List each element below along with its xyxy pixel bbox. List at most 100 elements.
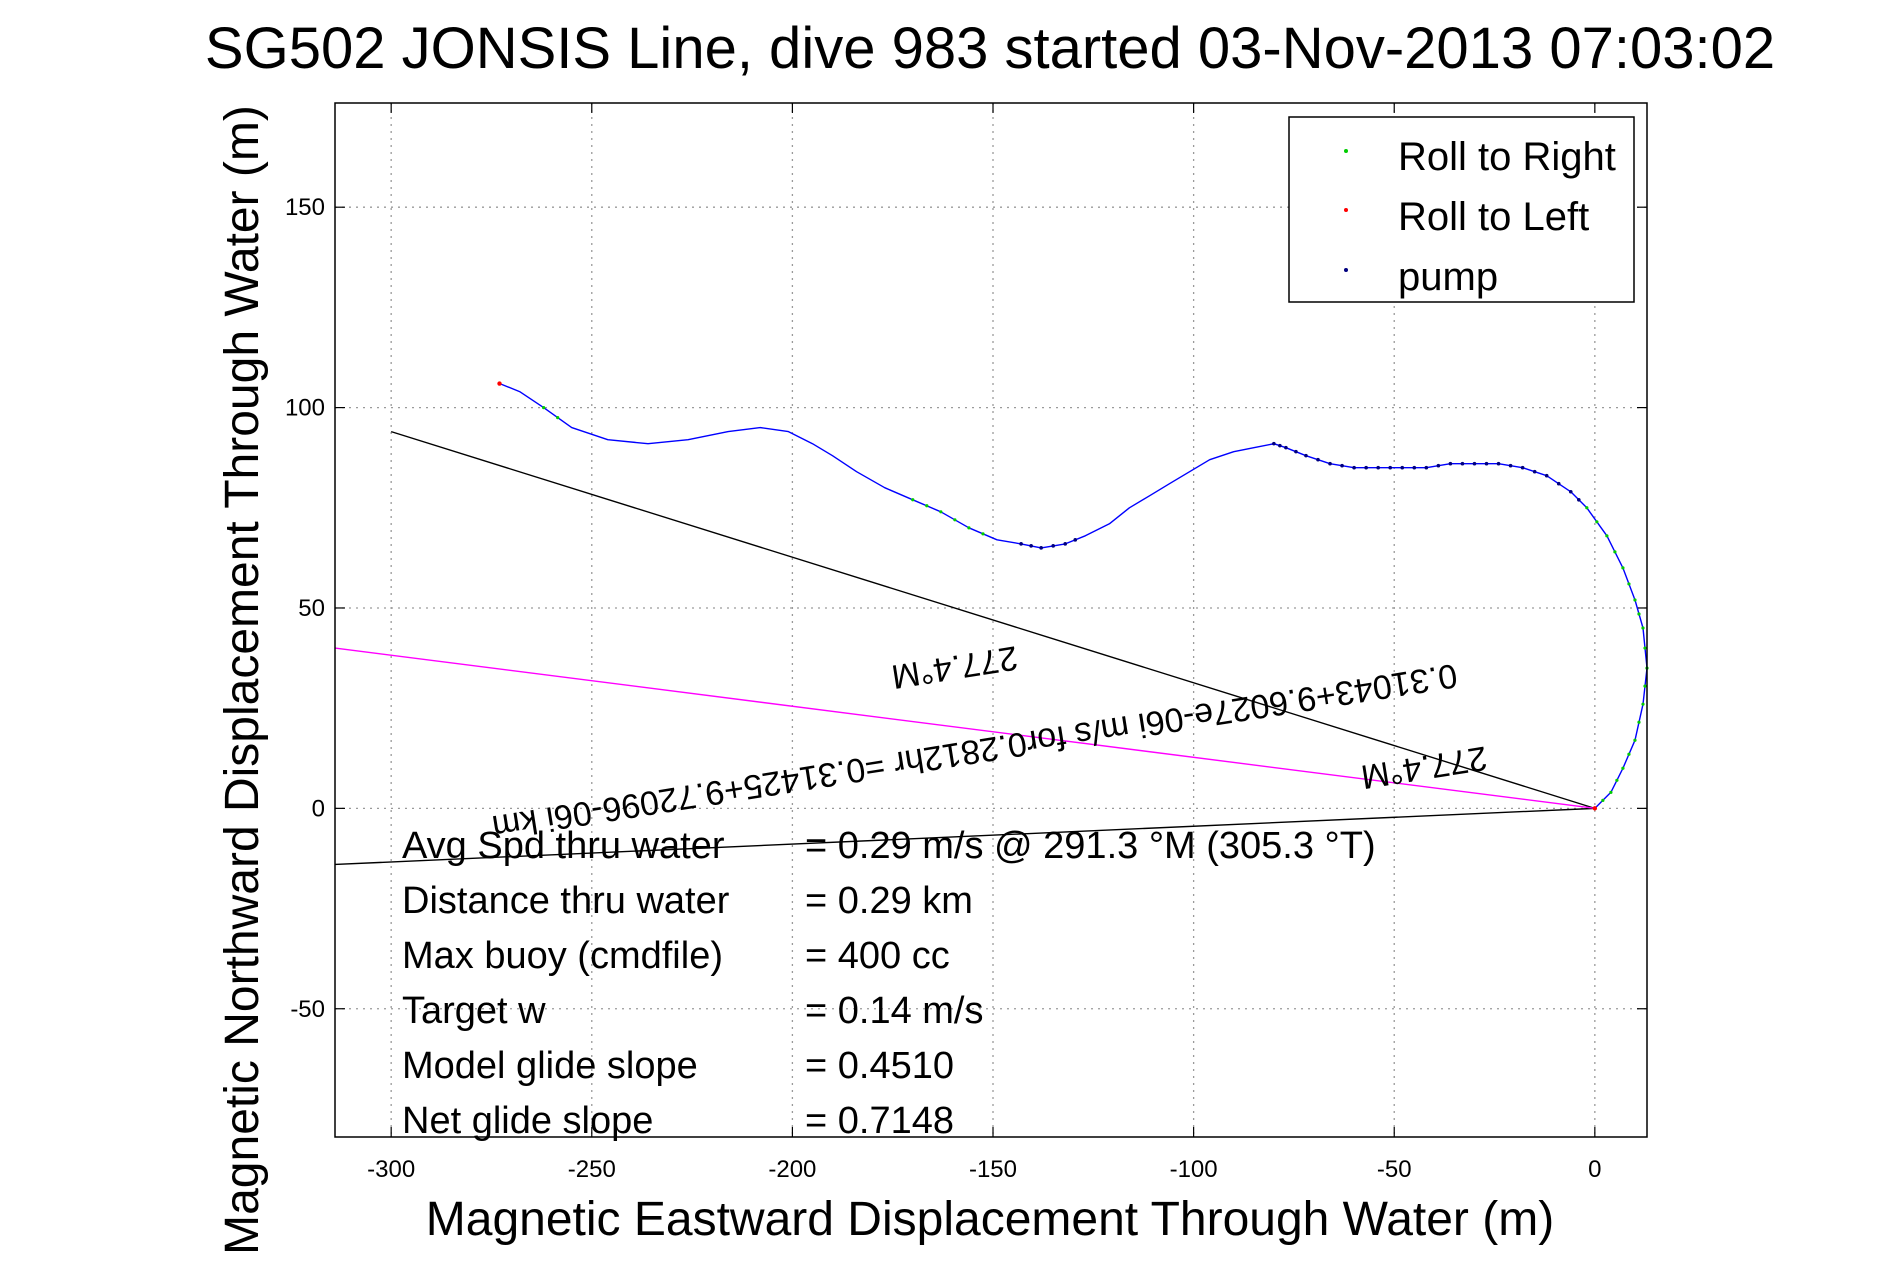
pump-marker — [1039, 546, 1043, 550]
roll-left-marker — [1592, 806, 1598, 811]
pump-marker — [1073, 538, 1078, 542]
x-tick-label: -100 — [1170, 1156, 1218, 1183]
pump-marker — [1328, 461, 1332, 466]
roll-right-marker — [1641, 702, 1645, 706]
x-tick-label: -300 — [367, 1156, 415, 1183]
pump-marker — [1340, 463, 1344, 468]
roll-right-marker — [1621, 566, 1625, 570]
pump-marker — [1063, 542, 1068, 546]
x-tick-label: -50 — [1377, 1156, 1412, 1183]
legend-marker-roll-right — [1344, 149, 1348, 153]
pump-marker — [1436, 463, 1441, 468]
roll-right-marker — [953, 518, 957, 522]
y-tick-label: 150 — [285, 194, 325, 221]
pump-marker — [1576, 497, 1581, 502]
annotation-label: Max buoy (cmdfile) — [402, 935, 723, 977]
roll-right-marker — [556, 416, 560, 420]
annotation-value: = 0.14 m/s — [805, 990, 983, 1032]
roll-right-marker — [967, 526, 971, 530]
heading-line — [390, 430, 1596, 810]
annotation-value: = 0.29 km — [805, 880, 973, 922]
roll-right-marker — [1641, 626, 1645, 630]
roll-right-marker — [1621, 766, 1625, 770]
pump-marker — [1400, 465, 1405, 470]
pump-marker — [1019, 542, 1023, 546]
y-axis-label: Magnetic Northward Displacement Through … — [216, 105, 269, 1255]
annotation-value: = 0.29 m/s @ 291.3 °M (305.3 °T) — [805, 825, 1376, 867]
y-tick-label: 100 — [285, 395, 325, 422]
roll-right-marker — [1643, 646, 1647, 650]
roll-right-marker — [1585, 506, 1589, 510]
roll-right-marker — [1627, 582, 1631, 586]
pump-marker — [1532, 469, 1537, 474]
pump-marker — [1029, 544, 1033, 548]
pump-marker — [1484, 461, 1489, 466]
pump-marker — [1352, 465, 1356, 470]
y-tick-label: -50 — [290, 996, 325, 1023]
pump-marker — [1544, 473, 1549, 478]
legend-marker-roll-left — [1344, 208, 1348, 212]
pump-marker — [1448, 461, 1453, 466]
legend: Roll to Right Roll to Left pump — [1288, 116, 1635, 303]
annotation-label: Avg Spd thru water — [402, 825, 725, 867]
pump-marker — [1568, 489, 1573, 494]
pump-marker — [1472, 461, 1477, 466]
x-tick-label: -200 — [768, 1156, 816, 1183]
legend-label-pump: pump — [1398, 255, 1498, 299]
roll-right-marker — [1633, 738, 1637, 742]
pump-marker — [1364, 465, 1368, 470]
pump-marker — [1294, 449, 1298, 454]
y-tick-label: 0 — [312, 795, 325, 822]
annotation-label: Distance thru water — [402, 880, 730, 922]
pump-marker — [1460, 461, 1465, 466]
axis-ticks: -300 -250 -200 -150 -100 -50 0 -50 0 50 100 150 — [285, 103, 1647, 1183]
pump-marker — [1304, 453, 1308, 458]
roll-right-marker — [542, 405, 546, 410]
roll-right-marker — [1613, 550, 1617, 554]
x-axis-label: Magnetic Eastward Displacement Through W… — [426, 1193, 1554, 1246]
annotation-label: Model glide slope — [402, 1045, 698, 1087]
pump-marker — [1424, 465, 1429, 470]
pump-marker — [1388, 465, 1393, 470]
track-markers — [497, 381, 1649, 811]
pump-marker — [1316, 457, 1320, 462]
pump-marker — [1556, 481, 1561, 486]
roll-right-marker — [1637, 612, 1641, 616]
x-tick-label: -150 — [969, 1156, 1017, 1183]
roll-right-marker — [1601, 798, 1605, 802]
annotation-value: = 0.7148 — [805, 1100, 954, 1142]
pump-marker — [1284, 445, 1288, 450]
pump-marker — [1272, 441, 1276, 446]
legend-label-roll-left: Roll to Left — [1398, 195, 1589, 239]
roll-right-marker — [1643, 684, 1647, 688]
legend-label-roll-right: Roll to Right — [1398, 135, 1616, 179]
y-tick-label: 50 — [298, 595, 325, 622]
pump-marker — [1496, 461, 1501, 466]
pump-marker — [1412, 465, 1417, 470]
annotations: Avg Spd thru water = 0.29 m/s @ 291.3 °M … — [402, 825, 1376, 1142]
x-tick-label: -250 — [568, 1156, 616, 1183]
pump-marker — [1520, 465, 1525, 470]
roll-left-marker — [497, 381, 502, 386]
roll-right-marker — [925, 504, 929, 508]
roll-right-marker — [1627, 752, 1631, 756]
chart-title: SG502 JONSIS Line, dive 983 started 03-N… — [205, 16, 1775, 81]
annotation-value: = 400 cc — [805, 935, 950, 977]
roll-right-marker — [1637, 720, 1641, 724]
x-tick-label: 0 — [1588, 1156, 1601, 1183]
roll-right-marker — [939, 510, 943, 514]
legend-marker-pump — [1344, 268, 1348, 272]
annotation-value: = 0.4510 — [805, 1045, 954, 1087]
pump-marker — [1376, 465, 1380, 470]
roll-right-marker — [911, 498, 915, 502]
roll-right-marker — [1605, 534, 1609, 538]
roll-right-marker — [1595, 520, 1599, 524]
annotation-label: Net glide slope — [402, 1100, 653, 1142]
pump-marker — [1278, 443, 1282, 448]
heading-line — [334, 647, 1595, 810]
plot-frame — [334, 102, 1648, 1138]
pump-marker — [1051, 544, 1055, 548]
roll-right-marker — [1609, 790, 1613, 794]
roll-right-marker — [1633, 598, 1637, 602]
